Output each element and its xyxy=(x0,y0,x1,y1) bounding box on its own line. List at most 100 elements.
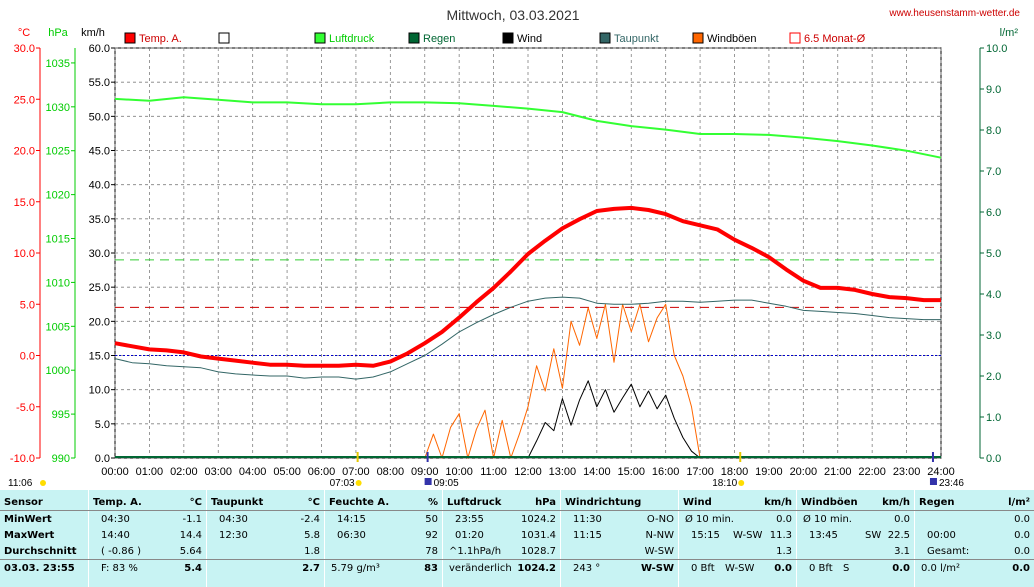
rain-tick-label: 0.0 xyxy=(986,453,1001,465)
gust-max-value: 22.5 xyxy=(887,530,910,541)
time-tick-label: 11:00 xyxy=(480,466,507,478)
temp-unit-label: °C xyxy=(18,27,30,39)
time-tick-label: 24:00 xyxy=(927,466,955,478)
time-tick-label: 19:00 xyxy=(755,466,783,478)
temp-tick-label: -10.0 xyxy=(10,453,35,465)
gust-now-dir: S xyxy=(843,563,850,574)
kmh-tick-label: 50.0 xyxy=(89,111,110,123)
hpa-tick-label: 1020 xyxy=(46,190,70,202)
series-windb-en xyxy=(424,303,701,459)
rain-tick-label: 8.0 xyxy=(986,125,1001,137)
time-tick-label: 14:00 xyxy=(583,466,611,478)
rain-total-label: Gesamt: xyxy=(927,546,970,557)
series-temp-a- xyxy=(114,205,941,368)
gust-now-value: 0.0 xyxy=(892,563,910,574)
press-trend: ^1.1hPa/h xyxy=(449,546,502,557)
temp-tick-label: 0.0 xyxy=(20,351,35,363)
time-tick-label: 10:00 xyxy=(445,466,473,478)
sunrise-label: 09:05 xyxy=(434,478,459,489)
sun-icon xyxy=(355,480,362,486)
temp-max-time: 14:40 xyxy=(101,530,130,541)
time-tick-label: 01:00 xyxy=(136,466,164,478)
temp-min-value: -1.1 xyxy=(182,514,202,525)
legend-label: 6.5 Monat-Ø xyxy=(804,33,866,45)
time-tick-label: 05:00 xyxy=(273,466,301,478)
series-taupunkt xyxy=(114,296,941,380)
wind-min-note: Ø 10 min. xyxy=(685,514,734,525)
dew-unit: °C xyxy=(307,497,320,508)
hum-unit: % xyxy=(427,497,438,508)
sunrise-icon xyxy=(424,478,432,485)
time-tick-label: 03:00 xyxy=(204,466,232,478)
kmh-tick-label: 15.0 xyxy=(89,351,110,363)
rain-tick-label: 10.0 xyxy=(986,43,1007,55)
legend-swatch xyxy=(314,32,326,44)
gust-min-note: Ø 10 min. xyxy=(803,514,852,525)
time-tick-label: 16:00 xyxy=(652,466,680,478)
hpa-tick-label: 995 xyxy=(52,409,70,421)
chart-title: Mittwoch, 03.03.2021 xyxy=(446,7,579,23)
site-url: www.heusenstamm-wetter.de xyxy=(888,8,1020,19)
legend-swatch xyxy=(789,32,801,44)
row-label-avg: Durchschnitt xyxy=(4,546,77,557)
dew-avg-value: 1.8 xyxy=(304,546,320,557)
stats-col-direction: Windrichtung 11:30 O-NO 11:15 N-NW W-SW 24… xyxy=(560,490,678,587)
press-header: Luftdruck xyxy=(447,497,502,508)
gust-avg-value: 3.1 xyxy=(894,546,910,557)
kmh-unit-label: km/h xyxy=(81,27,105,39)
press-min-time: 23:55 xyxy=(455,514,484,525)
dew-max-time: 12:30 xyxy=(219,530,248,541)
temp-now-humidity: F: 83 % xyxy=(101,563,138,574)
dew-now-value: 2.7 xyxy=(302,563,320,574)
gust-header: Windböen xyxy=(801,497,858,508)
kmh-tick-label: 10.0 xyxy=(89,385,110,397)
rain-unit-label: l/m² xyxy=(1000,27,1019,39)
stats-header-divider xyxy=(0,510,1034,511)
kmh-tick-label: 60.0 xyxy=(89,43,110,55)
rain-tick-label: 9.0 xyxy=(986,84,1001,96)
temp-tick-label: 15.0 xyxy=(14,197,35,209)
rain-tick-label: 6.0 xyxy=(986,207,1001,219)
legend-swatch xyxy=(692,32,704,44)
kmh-tick-label: 20.0 xyxy=(89,316,110,328)
temp-min-time: 04:30 xyxy=(101,514,130,525)
stats-col-rain: Regen l/m² 00:00 0.0 0.0 Gesamt: 0.0 0.0 l/… xyxy=(914,490,1034,587)
hum-max-time: 06:30 xyxy=(337,530,366,541)
row-label-max: MaxWert xyxy=(4,530,55,541)
row-label-now: 03.03. 23:55 xyxy=(4,563,75,574)
rain-min-value: 0.0 xyxy=(1014,514,1030,525)
time-tick-label: 22:00 xyxy=(858,466,886,478)
time-tick-label: 15:00 xyxy=(617,466,645,478)
wind-now-value: 0.0 xyxy=(774,563,792,574)
temp-header: Temp. A. xyxy=(93,497,142,508)
legend-label: Wind xyxy=(517,33,542,45)
legend-swatch xyxy=(218,32,230,44)
kmh-tick-label: 25.0 xyxy=(89,282,110,294)
wind-now-dir: W-SW xyxy=(725,563,755,574)
time-tick-label: 08:00 xyxy=(377,466,405,478)
hpa-tick-label: 1025 xyxy=(46,146,70,158)
kmh-tick-label: 40.0 xyxy=(89,180,110,192)
press-max-value: 1031.4 xyxy=(521,530,556,541)
rain-tick-label: 7.0 xyxy=(986,166,1001,178)
sunrise-time-label: 11:06 xyxy=(8,478,33,489)
gust-max-dir: SW xyxy=(865,530,882,541)
legend-swatch xyxy=(408,32,420,44)
dir-header: Windrichtung xyxy=(565,497,642,508)
wind-header: Wind xyxy=(683,497,712,508)
legend-label: Temp. A. xyxy=(139,33,182,45)
temp-avg-value: 5.64 xyxy=(179,546,202,557)
press-forecast: veränderlich xyxy=(449,563,512,574)
dir-min-time: 11:30 xyxy=(573,514,602,525)
legend-swatch xyxy=(502,32,514,44)
hum-header: Feuchte A. xyxy=(329,497,390,508)
hpa-tick-label: 990 xyxy=(52,453,70,465)
stats-panel: Sensor MinWert MaxWert Durchschnitt 03.0… xyxy=(0,490,1034,587)
kmh-tick-label: 0.0 xyxy=(95,453,110,465)
dew-min-value: -2.4 xyxy=(300,514,320,525)
time-tick-label: 06:00 xyxy=(308,466,336,478)
temp-max-value: 14.4 xyxy=(179,530,202,541)
rain-tick-label: 2.0 xyxy=(986,371,1001,383)
rain-tick-label: 4.0 xyxy=(986,289,1001,301)
hum-max-value: 92 xyxy=(425,530,438,541)
